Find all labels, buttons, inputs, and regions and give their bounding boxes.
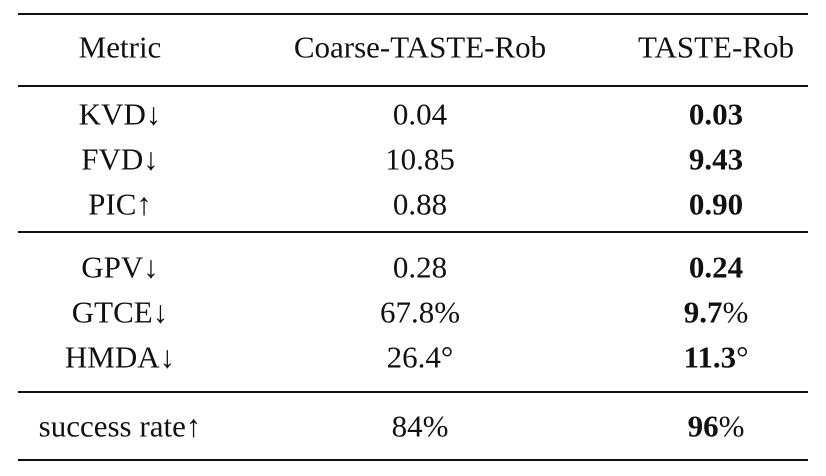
bottom-rule (18, 459, 808, 461)
header-cell: Coarse-TASTE-Rob (293, 29, 547, 65)
taste-cell: 11.3° (684, 342, 749, 373)
coarse-cell: 0.28 (392, 249, 448, 285)
coarse-cell: 0.88 (392, 186, 448, 222)
taste-cell: 96% (688, 411, 745, 442)
unit: % (722, 294, 749, 330)
taste-cell: 0.03 (689, 99, 743, 130)
coarse-cell: 10.85 (385, 141, 455, 177)
best-value: 9.43 (688, 141, 744, 177)
taste-cell: 9.7% (684, 297, 749, 328)
mid-rule (18, 231, 808, 233)
top-rule (18, 13, 808, 15)
metric-cell: HMDA↓ (64, 339, 176, 375)
taste-cell: 0.24 (689, 252, 743, 283)
metric-cell: PIC↑ (88, 186, 152, 222)
taste-cell: 0.90 (689, 189, 743, 220)
header-cell: Metric (78, 29, 162, 65)
coarse-cell: 84% (391, 408, 449, 444)
best-value: 0.24 (688, 249, 744, 285)
metric-cell: GPV↓ (81, 249, 159, 285)
mid-rule (18, 391, 808, 393)
mid-rule (18, 85, 808, 87)
best-value: 0.03 (688, 96, 744, 132)
coarse-cell: 26.4° (386, 339, 454, 375)
taste-cell: 9.43 (689, 144, 743, 175)
metric-cell: KVD↓ (78, 96, 162, 132)
metric-cell: GTCE↓ (71, 294, 169, 330)
unit: ° (736, 339, 749, 375)
unit: % (718, 408, 745, 444)
coarse-cell: 67.8% (379, 294, 461, 330)
metric-cell: FVD↓ (81, 141, 159, 177)
coarse-cell: 0.04 (392, 96, 448, 132)
best-value: 11.3 (683, 339, 737, 375)
metric-cell: success rate↑ (38, 408, 202, 444)
best-value: 9.7 (683, 294, 723, 330)
header-cell: TASTE-Rob (638, 29, 794, 65)
best-value: 0.90 (688, 186, 744, 222)
best-value: 96 (687, 408, 719, 444)
